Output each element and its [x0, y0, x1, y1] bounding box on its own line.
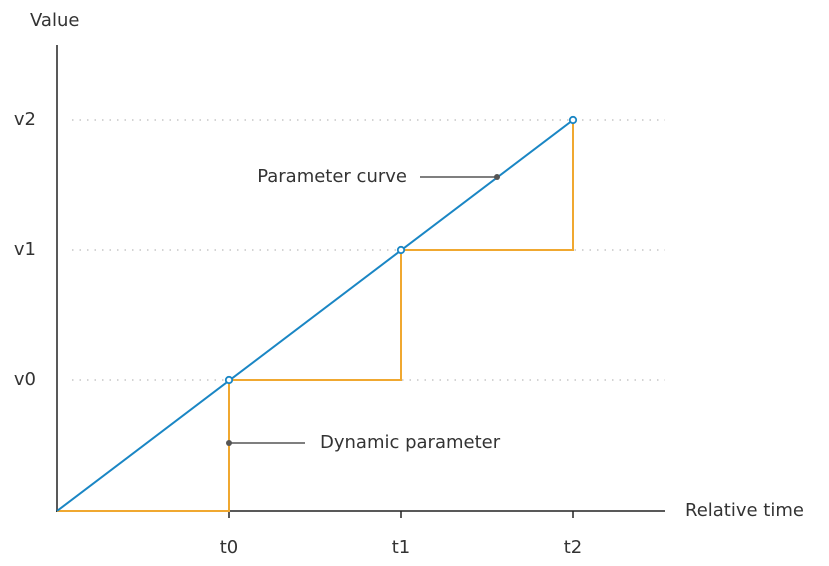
- y-tick-label: v1: [14, 239, 36, 260]
- y-tick-label: v2: [14, 109, 36, 130]
- annotation: Dynamic parameter: [320, 432, 501, 453]
- dynamic-parameter-step: [57, 120, 574, 512]
- curve-point: [568, 115, 578, 125]
- x-ticks: [228, 511, 574, 518]
- x-axis-label: Relative time: [685, 500, 804, 521]
- y-tick-label: v0: [14, 369, 36, 390]
- parameter-curve: [56, 119, 574, 512]
- curve-point: [224, 375, 234, 385]
- leader-dot: [226, 440, 232, 446]
- guide-lines: [72, 119, 665, 381]
- y-axis-label: Value: [30, 10, 79, 31]
- curve-points: [224, 115, 578, 385]
- x-tick-label: t2: [564, 537, 583, 558]
- curve-point: [396, 245, 406, 255]
- x-tick-label: t1: [392, 537, 411, 558]
- annotation: Parameter curve: [257, 166, 407, 187]
- leader-dot: [494, 174, 500, 180]
- x-tick-label: t0: [220, 537, 239, 558]
